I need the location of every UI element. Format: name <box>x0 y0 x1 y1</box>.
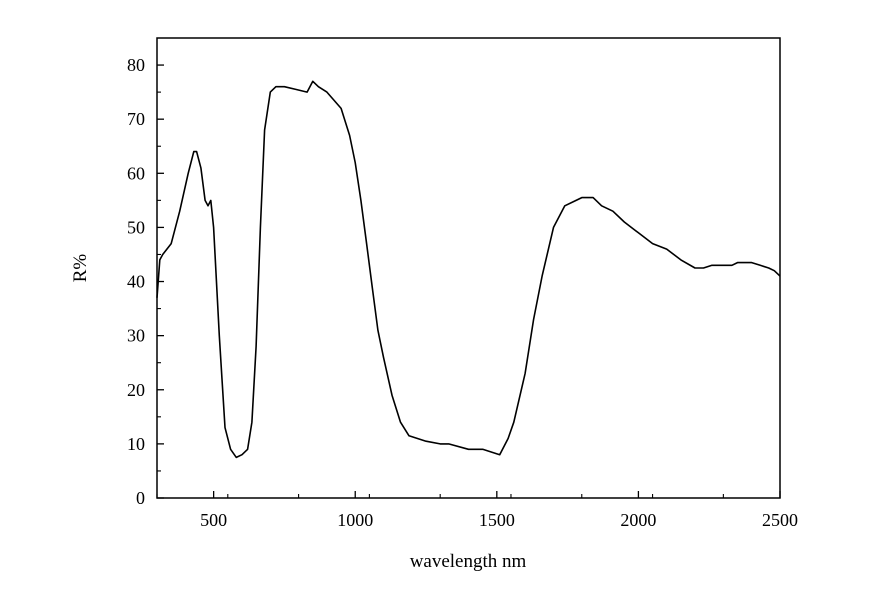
y-tick-label: 20 <box>127 380 145 400</box>
y-tick-label: 70 <box>127 109 145 129</box>
y-tick-label: 0 <box>136 488 145 508</box>
y-tick-label: 40 <box>127 272 145 292</box>
plot-frame <box>156 37 781 499</box>
x-tick-label: 1500 <box>479 510 515 530</box>
x-tick-label: 2500 <box>762 510 798 530</box>
y-tick-label: 30 <box>127 326 145 346</box>
y-tick-label: 60 <box>127 163 145 183</box>
x-tick-label: 2000 <box>620 510 656 530</box>
axis-ticks <box>156 64 781 499</box>
y-axis-title: R% <box>70 254 91 283</box>
series-line <box>156 80 781 459</box>
y-tick-label: 10 <box>127 434 145 454</box>
y-tick-label: 50 <box>127 217 145 237</box>
axis-tick-labels: 500 1000 1500 2000 2500 0 10 20 30 40 50 60 70 80 <box>127 55 798 530</box>
x-tick-label: 1000 <box>337 510 373 530</box>
x-axis-title: wavelength nm <box>410 551 527 572</box>
x-tick-label: 500 <box>200 510 227 530</box>
y-tick-label: 80 <box>127 55 145 75</box>
